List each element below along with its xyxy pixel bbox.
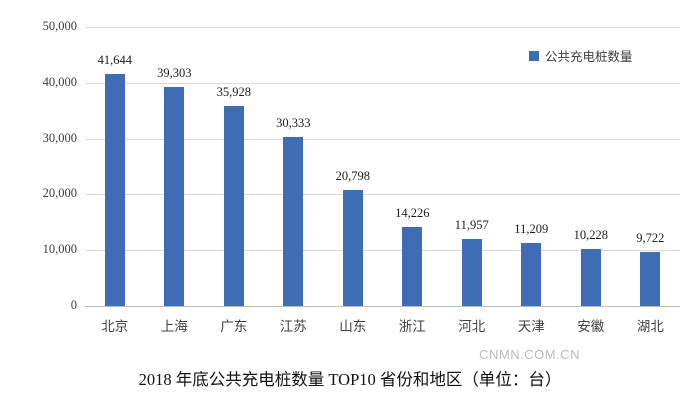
x-axis-tick-label: 天津	[517, 319, 545, 334]
gridline	[85, 82, 680, 84]
bar-河北	[461, 239, 482, 306]
bar-湖北	[640, 251, 661, 306]
chart-title: 2018 年底公共充电桩数量 TOP10 省份和地区（单位：台）	[138, 370, 562, 389]
bar-江苏	[283, 136, 304, 306]
x-axis-tick-label: 浙江	[398, 319, 426, 334]
x-axis-tick-label: 江苏	[279, 319, 307, 334]
legend-label: 公共充电桩数量	[545, 50, 633, 64]
watermark: CNMN.COM.CN	[479, 347, 580, 362]
x-axis-line	[85, 306, 680, 307]
bar-浙江	[402, 226, 423, 306]
y-axis-tick-label: 50,000	[42, 19, 77, 33]
x-axis-tick-label: 山东	[339, 319, 367, 334]
bar-北京	[104, 73, 125, 306]
x-axis-tick-label: 湖北	[636, 319, 664, 334]
bar-value-label: 9,722	[636, 230, 665, 245]
y-axis-tick-label: 20,000	[42, 186, 77, 201]
bar-value-label: 35,928	[216, 84, 251, 99]
legend: 公共充电桩数量	[529, 46, 633, 65]
bar-value-label: 41,644	[97, 52, 132, 67]
bar-上海	[164, 86, 185, 306]
y-axis-tick-label: 10,000	[42, 242, 77, 257]
bar-山东	[342, 189, 363, 306]
gridline	[85, 194, 680, 196]
gridline	[85, 27, 680, 28]
gridline	[85, 138, 680, 140]
x-axis-tick-label: 上海	[160, 319, 188, 334]
gridline	[85, 250, 680, 252]
bar-value-label: 20,798	[335, 168, 370, 183]
x-axis-tick-label: 北京	[101, 319, 129, 334]
bar-value-label: 39,303	[157, 65, 192, 80]
x-axis-tick-label: 河北	[458, 319, 486, 334]
bar-value-label: 30,333	[276, 115, 311, 130]
y-axis-tick-label: 0	[70, 298, 77, 312]
bar-安徽	[580, 248, 601, 306]
plot-area: 0 10,000 20,000 30,000 40,000 50,000 41,644 北京 3…	[43, 19, 680, 334]
y-axis-tick-label: 30,000	[42, 130, 77, 145]
bar-广东	[223, 105, 244, 306]
x-axis-tick-label: 广东	[220, 319, 248, 334]
x-axis-tick-label: 安徽	[577, 319, 605, 334]
bar-天津	[521, 243, 542, 306]
legend-swatch-icon	[529, 50, 539, 61]
y-axis-tick-label: 40,000	[42, 74, 77, 89]
bar-value-label: 11,957	[454, 218, 489, 233]
bar-value-label: 14,226	[395, 205, 430, 220]
bar-value-label: 11,209	[514, 222, 549, 237]
bar-value-label: 10,228	[573, 227, 608, 242]
